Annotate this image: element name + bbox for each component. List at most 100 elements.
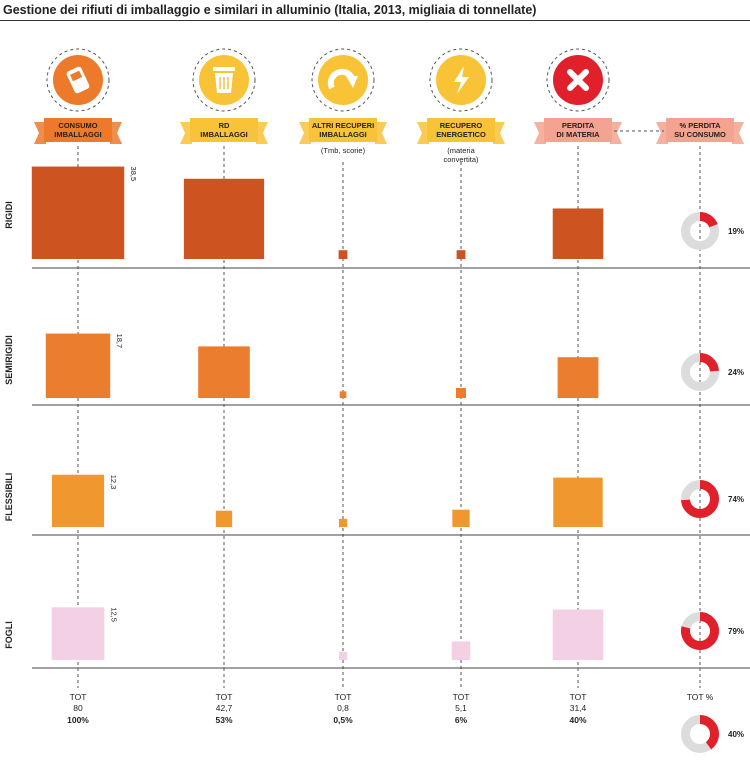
donut-label: 40% xyxy=(728,730,744,739)
total-share: 40% xyxy=(569,715,586,725)
category-label-flessibili: FLESSIBILI xyxy=(4,473,14,522)
ribbon-tail-right xyxy=(110,122,122,144)
loss-donut-flessibili: 74% xyxy=(681,480,744,518)
total-value: 42,7 xyxy=(216,703,233,713)
loss-donut-rigidi: 19% xyxy=(681,212,744,250)
loss-donut-fogli: 79% xyxy=(681,612,744,650)
bar-altri-rigidi xyxy=(338,250,348,259)
bar-consumo-fogli xyxy=(51,607,105,660)
donut-segment xyxy=(699,715,719,750)
ribbon-tail-left xyxy=(534,122,546,144)
bolt-shape xyxy=(454,66,469,94)
total-value: 31,4 xyxy=(570,703,587,713)
ribbon-body xyxy=(666,118,734,142)
loss-donut-semirigidi: 24% xyxy=(681,353,744,391)
column-header-label: ALTRI RECUPERI xyxy=(312,121,374,130)
total-header: TOT xyxy=(453,692,470,702)
column-note: (materia xyxy=(447,146,475,155)
bar-rd-semirigidi xyxy=(198,346,250,398)
can-shape xyxy=(66,66,90,94)
column-header-label: % PERDITA xyxy=(679,121,721,130)
data-label-fogli: 12,5 xyxy=(109,607,118,622)
ribbon-body xyxy=(427,118,495,142)
ribbon-tail-right xyxy=(732,122,744,144)
total-share: 53% xyxy=(215,715,232,725)
bar-altri-semirigidi xyxy=(339,391,347,398)
donut-segment xyxy=(681,612,719,650)
bar-rd-rigidi xyxy=(183,178,265,259)
title-divider xyxy=(0,20,750,21)
data-label-flessibili: 12,3 xyxy=(109,475,118,490)
category-label-semirigidi: SEMIRIGIDI xyxy=(4,335,14,385)
total-header: TOT xyxy=(570,692,587,702)
bar-consumo-rigidi xyxy=(31,166,125,259)
can-label xyxy=(70,70,83,82)
icon-ring xyxy=(46,48,110,112)
bar-altri-fogli xyxy=(338,651,348,660)
icon-ring xyxy=(311,48,375,112)
total-value: 5,1 xyxy=(455,703,467,713)
bar-consumo-flessibili xyxy=(51,474,105,527)
bar-altri-flessibili xyxy=(338,518,348,527)
total-share: 100% xyxy=(67,715,89,725)
total-value: 80 xyxy=(73,703,83,713)
ribbon-tail-right xyxy=(375,122,387,144)
column-header-label: IMBALLAGGI xyxy=(200,130,248,139)
column-header-label: CONSUMO xyxy=(58,121,97,130)
column-header-label: RD xyxy=(219,121,230,130)
column-note: (Tmb, scorie) xyxy=(321,146,366,155)
ribbon-tail-left xyxy=(180,122,192,144)
category-label-rigidi: RIGIDI xyxy=(4,201,14,229)
donut-segment xyxy=(699,353,719,372)
total-header: TOT xyxy=(216,692,233,702)
ribbon-tail-left xyxy=(299,122,311,144)
arrow-arc xyxy=(327,68,355,90)
bar-energetico-rigidi xyxy=(456,250,466,259)
bar-energetico-flessibili xyxy=(452,509,470,527)
bar-energetico-semirigidi xyxy=(456,388,466,398)
total-header: TOT % xyxy=(687,692,714,702)
ribbon-body xyxy=(190,118,258,142)
ribbon-tail-left xyxy=(34,122,46,144)
ribbon-body xyxy=(544,118,612,142)
total-share: 6% xyxy=(455,715,468,725)
data-label-semirigidi: 18,7 xyxy=(115,334,124,349)
column-header-label: SU CONSUMO xyxy=(674,130,726,139)
total-value: 0,8 xyxy=(337,703,349,713)
donut-label: 24% xyxy=(728,368,744,377)
donut-label: 74% xyxy=(728,495,744,504)
column-header-label: IMBALLAGGI xyxy=(54,130,102,139)
column-header-label: RECUPERO xyxy=(440,121,483,130)
data-label-rigidi: 38,5 xyxy=(129,167,138,182)
total-loss-donut: 40% xyxy=(681,715,744,753)
donut-segment xyxy=(699,212,718,228)
bar-perdita-semirigidi xyxy=(557,357,599,398)
column-header-label: PERDITA xyxy=(562,121,595,130)
bar-rd-flessibili xyxy=(215,510,233,527)
bin-lid xyxy=(213,67,235,71)
bin-icon xyxy=(192,48,256,112)
donut-label: 79% xyxy=(728,627,744,636)
recycle-arrow-icon xyxy=(311,48,375,112)
category-label-fogli: FOGLI xyxy=(4,621,14,649)
ribbon-tail-right xyxy=(493,122,505,144)
bar-perdita-flessibili xyxy=(553,477,603,527)
lightning-icon xyxy=(429,48,493,112)
total-header: TOT xyxy=(70,692,87,702)
ribbon-body xyxy=(309,118,377,142)
column-header-label: IMBALLAGGI xyxy=(319,130,367,139)
icon-ring xyxy=(192,48,256,112)
can-icon xyxy=(46,48,110,112)
bar-energetico-fogli xyxy=(451,641,471,660)
column-header-label: ENERGETICO xyxy=(436,130,486,139)
icon-disc xyxy=(318,55,368,105)
arrow-head xyxy=(346,76,358,88)
bar-perdita-rigidi xyxy=(552,208,604,259)
donut-label: 19% xyxy=(728,227,744,236)
